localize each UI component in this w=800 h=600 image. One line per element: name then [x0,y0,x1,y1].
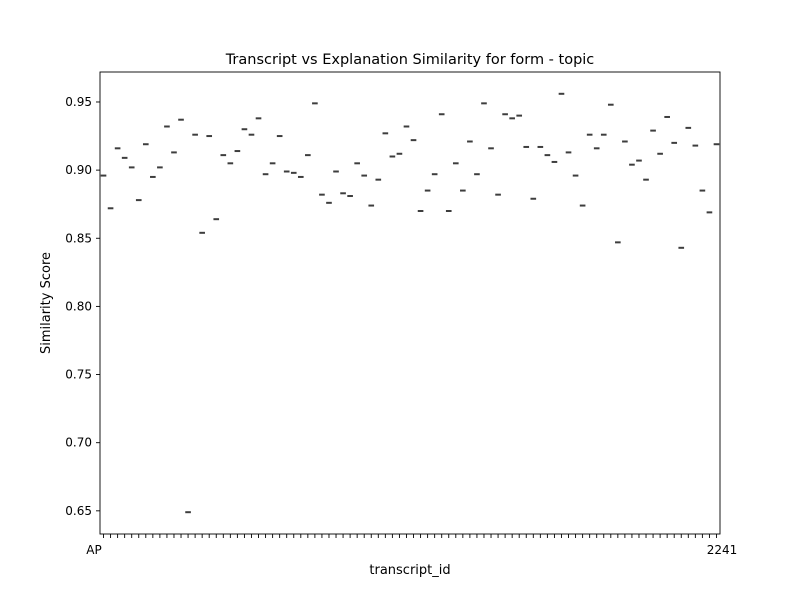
y-tick-label: 0.95 [65,95,92,109]
y-axis-ticks: 0.65 0.70 0.75 0.80 0.85 0.90 0.95 [65,95,100,518]
y-tick-label: 0.80 [65,299,92,313]
x-axis-label: transcript_id [369,563,450,578]
box-marks [100,92,720,514]
x-tick-label-first: AP [86,543,101,557]
x-tick-label-last: 2241 [707,543,738,557]
y-tick-label: 0.90 [65,163,92,177]
plot-frame [99,71,721,535]
y-tick-label: 0.70 [65,436,92,450]
x-ticks [103,534,717,538]
y-tick-label: 0.85 [65,231,92,245]
y-tick-label: 0.65 [65,504,92,518]
y-tick-label: 0.75 [65,368,92,382]
chart-title: Transcript vs Explanation Similarity for… [225,52,595,68]
y-axis-label: Similarity Score [39,252,54,354]
